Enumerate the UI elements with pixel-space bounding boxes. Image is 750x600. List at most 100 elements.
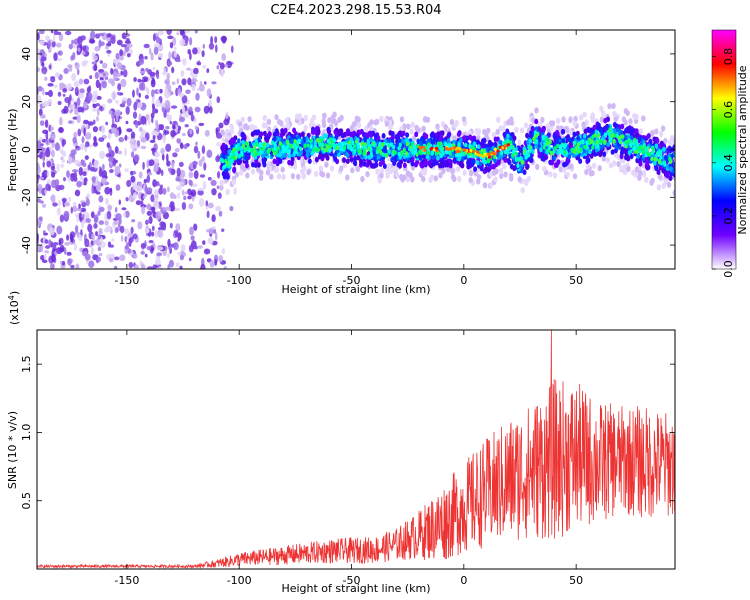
spectrogram-cell xyxy=(94,71,99,80)
snr-x-tick-label: 50 xyxy=(569,574,583,587)
spectrogram-cell xyxy=(146,210,152,216)
spectrogram-cell xyxy=(91,108,98,112)
spectrogram-cell xyxy=(272,151,276,156)
spectrogram-cell xyxy=(481,154,485,158)
spectrogram-cell xyxy=(41,61,45,67)
spectrogram-cell xyxy=(596,133,600,138)
spectrogram-cell xyxy=(140,137,147,143)
spectrogram-cell xyxy=(193,170,199,180)
spectrogram-cell xyxy=(592,124,597,131)
spectrogram-cell xyxy=(168,259,174,268)
spectrogram-cell xyxy=(82,213,85,219)
spectrogram-cell xyxy=(416,127,421,134)
spectrogram-cell xyxy=(620,146,625,152)
spectrogram-cell xyxy=(541,135,545,141)
spectrogram-cell xyxy=(83,177,88,183)
spectrogram-cell xyxy=(286,140,290,146)
spectrogram-cell xyxy=(377,177,382,184)
spectrogram-cell xyxy=(228,139,233,145)
spectrogram-cell xyxy=(106,49,112,54)
snr-frame xyxy=(36,329,676,570)
spectrogram-cell xyxy=(556,143,560,149)
spectrogram-cell xyxy=(429,147,433,151)
spectrogram-cell xyxy=(585,163,591,170)
spectrogram-cell xyxy=(250,168,256,175)
spectrogram-cell xyxy=(211,81,217,85)
spectrogram-cell xyxy=(44,250,50,254)
spectrogram-cell xyxy=(368,125,374,132)
spectrogram-cell xyxy=(658,130,664,138)
spectrogram-cell xyxy=(51,179,57,189)
spectrogram-y-tick-label: -20 xyxy=(20,188,33,206)
spectrogram-cell xyxy=(84,143,88,148)
spectrogram-cell xyxy=(111,91,117,100)
spectrogram-cell xyxy=(273,146,277,151)
spectrogram-cell xyxy=(83,119,89,125)
spectrogram-cell xyxy=(254,138,259,144)
spectrogram-cell xyxy=(47,39,51,48)
spectrogram-cell xyxy=(225,174,230,180)
spectrogram-cell xyxy=(500,125,506,132)
spectrogram-cell xyxy=(102,163,105,171)
spectrogram-cell xyxy=(281,173,286,180)
spectrogram-cell xyxy=(227,163,231,169)
spectrogram-cell xyxy=(283,147,288,152)
spectrogram-cell xyxy=(381,159,385,165)
spectrogram-cell xyxy=(397,146,401,151)
snr-y-label: SNR (10 * v/v) xyxy=(6,411,19,489)
spectrogram-cell xyxy=(381,133,386,139)
spectrogram-cell xyxy=(179,169,186,179)
spectrogram-cell xyxy=(655,137,660,144)
spectrogram-cell xyxy=(552,155,557,161)
spectrogram-cell xyxy=(592,141,596,146)
spectrogram-cell xyxy=(661,182,666,189)
spectrogram-cell xyxy=(541,126,546,133)
spectrogram-cell xyxy=(50,30,54,34)
spectrogram-cell xyxy=(259,149,263,155)
spectrogram-cell xyxy=(93,63,98,72)
spectrogram-cell xyxy=(464,142,468,148)
spectrogram-cell xyxy=(165,126,170,130)
spectrogram-cell xyxy=(164,130,170,135)
spectrogram-cell xyxy=(80,35,86,41)
spectrogram-cell xyxy=(537,138,542,144)
spectrogram-cell xyxy=(573,115,578,122)
spectrogram-cell xyxy=(116,39,123,46)
spectrogram-cell xyxy=(275,135,280,141)
spectrogram-cell xyxy=(116,91,121,96)
spectrogram-cell xyxy=(202,64,207,69)
spectrogram-cell xyxy=(243,123,248,130)
spectrogram-cell xyxy=(155,37,162,44)
spectrogram-cell xyxy=(256,162,261,168)
spectrogram-cell xyxy=(177,88,181,96)
spectrogram-cell xyxy=(68,110,73,114)
snr-x-label: Height of straight line (km) xyxy=(281,582,430,595)
spectrogram-cell xyxy=(115,52,120,60)
spectrogram-cell xyxy=(148,160,152,167)
spectrogram-cell xyxy=(151,225,155,231)
spectrogram-cell xyxy=(59,116,63,126)
spectrogram-cell xyxy=(274,114,279,121)
spectrogram-cell xyxy=(194,125,198,131)
spectrogram-cell xyxy=(450,173,456,181)
spectrogram-cell xyxy=(612,110,617,118)
spectrogram-cell xyxy=(52,242,59,246)
spectrogram-cell xyxy=(305,152,310,158)
spectrogram-cell xyxy=(654,143,659,149)
spectrogram-cell xyxy=(545,123,550,130)
spectrogram-cell xyxy=(166,72,170,81)
spectrogram-cell xyxy=(501,141,506,146)
spectrogram-cell xyxy=(275,149,279,154)
spectrogram-cell xyxy=(232,147,236,152)
spectrogram-cell xyxy=(175,87,179,97)
spectrogram-cell xyxy=(120,235,124,242)
spectrogram-cell xyxy=(468,177,473,184)
spectrogram-cell xyxy=(503,157,508,163)
spectrogram-cell xyxy=(502,163,507,170)
spectrogram-cell xyxy=(138,82,144,91)
spectrogram-cell xyxy=(148,117,151,126)
spectrogram-cell xyxy=(203,162,207,171)
spectrogram-cell xyxy=(402,162,407,169)
spectrogram-cell xyxy=(45,183,51,191)
spectrogram-cell xyxy=(149,71,156,77)
